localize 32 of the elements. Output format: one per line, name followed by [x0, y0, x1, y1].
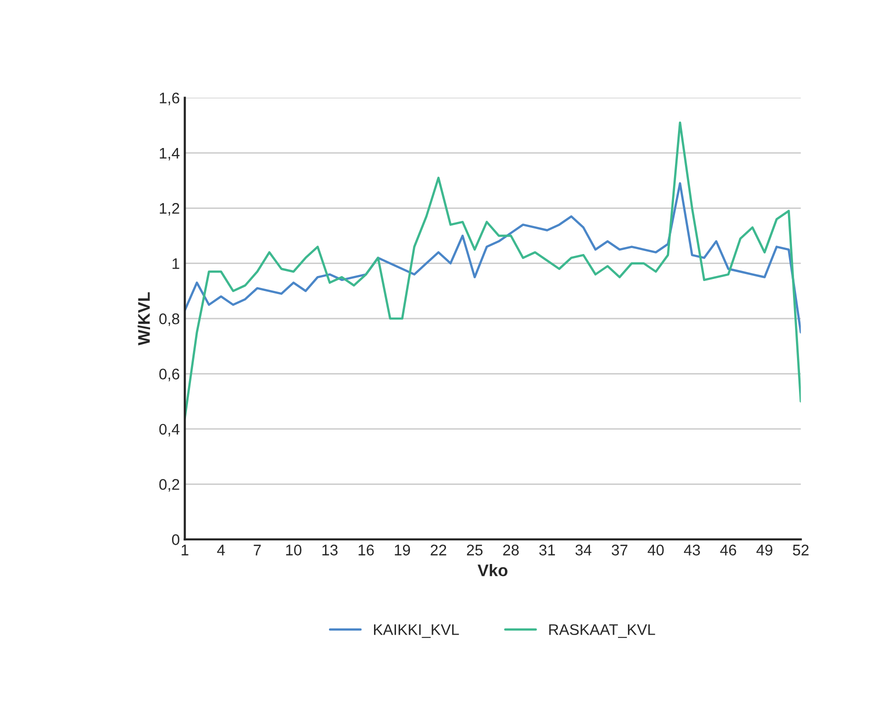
x-tick-label: 19	[394, 544, 410, 556]
x-tick-label: 52	[792, 544, 809, 556]
line-series	[184, 182, 801, 334]
x-tick-label: 34	[575, 544, 592, 556]
y-tick-label: 0	[172, 534, 180, 546]
y-tick-label: 0,2	[159, 479, 180, 492]
y-tick-label: 1	[172, 258, 180, 269]
x-tick-label: 16	[358, 544, 374, 556]
x-tick-label: 10	[286, 544, 302, 556]
x-tick-label: 31	[539, 544, 555, 556]
x-tick-label: 40	[648, 544, 664, 556]
legend-label: RASKAAT_KVL	[549, 624, 656, 638]
y-axis-title: W/KVL	[138, 292, 150, 346]
y-tick-label: 0,6	[159, 368, 180, 382]
x-tick-label: 13	[322, 544, 338, 556]
legend-label: KAIKKI_KVL	[374, 624, 459, 638]
y-tick-label: 1,4	[160, 148, 180, 160]
y-tick-label: 0,8	[159, 313, 180, 326]
x-tick-label: 49	[756, 544, 772, 556]
x-tick-label: 46	[720, 544, 736, 556]
x-tick-label: 43	[684, 544, 700, 556]
x-tick-label: 37	[612, 544, 628, 556]
x-tick-label: 1	[182, 544, 188, 556]
x-tick-label: 25	[466, 544, 483, 556]
x-tick-label: 28	[503, 544, 519, 556]
x-tick-label: 7	[254, 544, 261, 556]
x-axis-title: Vko	[478, 564, 508, 576]
y-tick-label: 1,2	[160, 203, 180, 216]
y-tick-label: 1,6	[160, 92, 180, 106]
y-tick-label: 0,4	[159, 424, 180, 436]
x-tick-label: 4	[217, 544, 225, 556]
x-tick-label: 22	[430, 544, 446, 556]
